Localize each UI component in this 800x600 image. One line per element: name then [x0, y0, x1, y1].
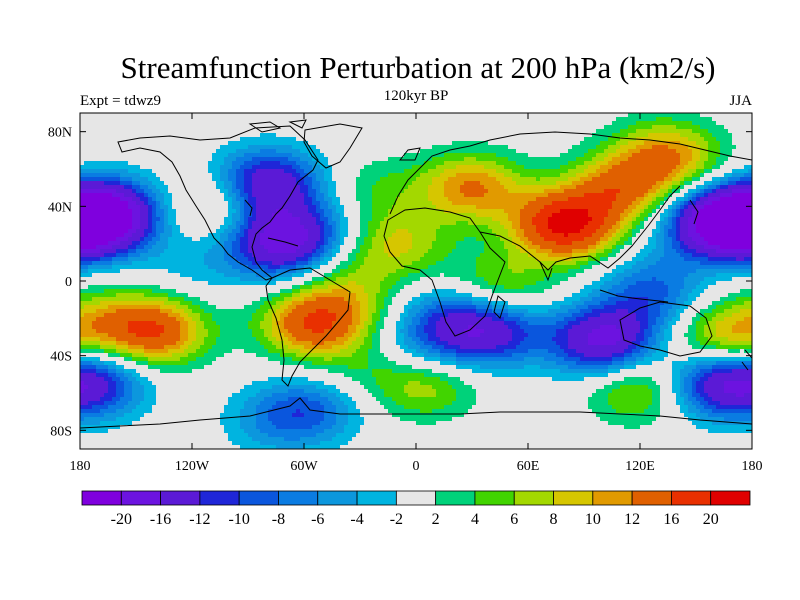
colorbar-label: 2 [432, 511, 440, 528]
colorbar-label: 6 [510, 511, 518, 528]
colorbar: -20 -16 -12 -10 -8 -6 -4 -2 2 4 6 8 10 12 16 20 [81, 490, 751, 528]
colorbar-box [81, 490, 122, 506]
period-label: 120kyr BP [383, 88, 449, 104]
colorbar-label: -10 [229, 511, 250, 528]
colorbar-box [238, 490, 279, 506]
colorbar-label: 20 [703, 511, 719, 528]
colorbar-box [199, 490, 240, 506]
colorbar-box [160, 490, 201, 506]
colorbar-label: -4 [350, 511, 363, 528]
x-tick-label: 180 [70, 459, 91, 474]
colorbar-box [474, 490, 515, 506]
colorbar-label: -20 [111, 511, 132, 528]
colorbar-box [120, 490, 161, 506]
colorbar-box [513, 490, 554, 506]
colorbar-box [553, 490, 594, 506]
colorbar-box [710, 490, 751, 506]
chart-title: Streamfunction Perturbation at 200 hPa (… [120, 50, 716, 85]
colorbar-box [631, 490, 672, 506]
y-tick-label: 80S [50, 424, 72, 439]
x-tick-label: 120E [625, 459, 655, 474]
colorbar-box [395, 490, 437, 506]
y-tick-label: 40S [50, 350, 72, 365]
colorbar-box [278, 490, 319, 506]
x-tick-label: 120W [175, 459, 210, 474]
colorbar-label: -16 [150, 511, 171, 528]
y-tick-label: 0 [65, 275, 72, 290]
x-tick-label: 0 [413, 459, 420, 474]
y-tick-label: 40N [48, 200, 72, 215]
colorbar-label: -12 [189, 511, 210, 528]
colorbar-label: -6 [311, 511, 324, 528]
season-label: JJA [729, 93, 752, 109]
colorbar-label: 8 [550, 511, 558, 528]
colorbar-label: 10 [585, 511, 601, 528]
colorbar-box [356, 490, 397, 506]
coastlines [80, 119, 752, 429]
colorbar-label: 16 [663, 511, 679, 528]
colorbar-label: -2 [390, 511, 403, 528]
x-tick-label: 180 [742, 459, 763, 474]
x-tick-label: 60W [290, 459, 318, 474]
axes: 180 120W 60W 0 60E 120E 180 80N 40N 0 40S 80S [48, 113, 763, 474]
colorbar-label: 12 [624, 511, 640, 528]
y-tick-label: 80N [48, 126, 72, 141]
experiment-label: Expt = tdwz9 [80, 93, 161, 109]
colorbar-label: -8 [272, 511, 285, 528]
contour-field [80, 113, 752, 449]
colorbar-label: 4 [471, 511, 479, 528]
colorbar-box [671, 490, 712, 506]
x-tick-label: 60E [517, 459, 540, 474]
colorbar-box [317, 490, 358, 506]
colorbar-box [592, 490, 633, 506]
colorbar-box [435, 490, 476, 506]
